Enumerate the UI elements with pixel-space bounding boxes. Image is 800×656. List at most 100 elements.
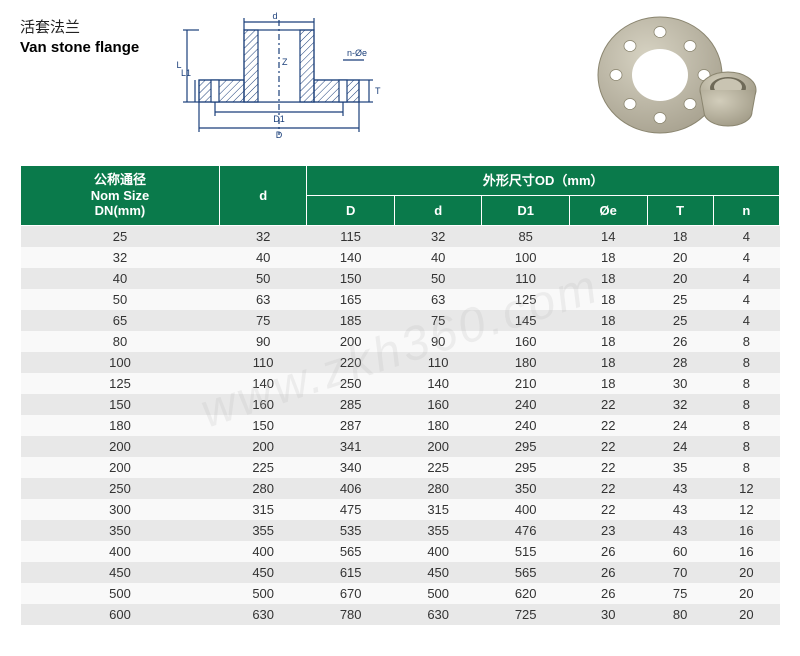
table-cell: 40: [394, 247, 482, 268]
table-cell: 25: [21, 225, 220, 247]
table-cell: 200: [21, 457, 220, 478]
table-cell: 18: [569, 331, 647, 352]
table-row: 10011022011018018288: [21, 352, 780, 373]
table-cell: 4: [713, 268, 779, 289]
table-cell: 450: [394, 562, 482, 583]
table-cell: 140: [307, 247, 395, 268]
th-nomsize-l3: DN(mm): [95, 203, 146, 218]
table-cell: 75: [219, 310, 307, 331]
table-cell: 18: [569, 310, 647, 331]
table-cell: 315: [219, 499, 307, 520]
table-row: 20022534022529522358: [21, 457, 780, 478]
table-cell: 200: [394, 436, 482, 457]
table-cell: 500: [21, 583, 220, 604]
table-cell: 240: [482, 415, 570, 436]
dim-d: d: [273, 11, 278, 21]
table-cell: 630: [219, 604, 307, 625]
table-cell: 8: [713, 394, 779, 415]
table-cell: 185: [307, 310, 395, 331]
table-cell: 400: [482, 499, 570, 520]
table-cell: 32: [647, 394, 713, 415]
dim-L1: L1: [181, 68, 191, 78]
table-cell: 200: [21, 436, 220, 457]
table-row: 350355535355476234316: [21, 520, 780, 541]
table-cell: 63: [394, 289, 482, 310]
table-cell: 18: [647, 225, 713, 247]
table-cell: 18: [569, 268, 647, 289]
title-block: 活套法兰 Van stone flange: [20, 10, 139, 57]
th-d: d: [219, 166, 307, 226]
table-cell: 300: [21, 499, 220, 520]
table-cell: 43: [647, 520, 713, 541]
table-cell: 115: [307, 225, 395, 247]
table-cell: 14: [569, 225, 647, 247]
table-cell: 725: [482, 604, 570, 625]
table-cell: 75: [647, 583, 713, 604]
table-cell: 90: [394, 331, 482, 352]
table-cell: 4: [713, 225, 779, 247]
table-cell: 150: [219, 415, 307, 436]
table-cell: 85: [482, 225, 570, 247]
table-cell: 110: [219, 352, 307, 373]
table-row: 400400565400515266016: [21, 541, 780, 562]
table-cell: 20: [713, 604, 779, 625]
table-cell: 32: [394, 225, 482, 247]
table-cell: 18: [569, 289, 647, 310]
table-cell: 16: [713, 520, 779, 541]
table-cell: 22: [569, 499, 647, 520]
table-cell: 140: [219, 373, 307, 394]
table-cell: 18: [569, 352, 647, 373]
th-n: n: [713, 195, 779, 225]
table-row: 600630780630725308020: [21, 604, 780, 625]
table-cell: 43: [647, 499, 713, 520]
table-cell: 4: [713, 247, 779, 268]
table-cell: 355: [394, 520, 482, 541]
table-cell: 26: [569, 541, 647, 562]
table-cell: 20: [647, 247, 713, 268]
table-cell: 780: [307, 604, 395, 625]
table-cell: 8: [713, 373, 779, 394]
table-cell: 160: [219, 394, 307, 415]
table-cell: 12: [713, 478, 779, 499]
table-cell: 350: [21, 520, 220, 541]
table-cell: 24: [647, 415, 713, 436]
table-cell: 80: [647, 604, 713, 625]
cross-section-svg: d L L1 Z D1 D T n-Øe: [169, 10, 389, 140]
table-cell: 20: [647, 268, 713, 289]
table-cell: 315: [394, 499, 482, 520]
table-cell: 295: [482, 436, 570, 457]
table-cell: 50: [219, 268, 307, 289]
table-cell: 30: [569, 604, 647, 625]
table-cell: 22: [569, 478, 647, 499]
table-cell: 23: [569, 520, 647, 541]
table-cell: 8: [713, 331, 779, 352]
table-cell: 50: [21, 289, 220, 310]
table-cell: 22: [569, 436, 647, 457]
table-cell: 150: [307, 268, 395, 289]
table-cell: 30: [647, 373, 713, 394]
table-cell: 18: [569, 247, 647, 268]
table-cell: 400: [394, 541, 482, 562]
table-cell: 165: [307, 289, 395, 310]
dim-T: T: [375, 86, 381, 96]
table-cell: 35: [647, 457, 713, 478]
th-D: D: [307, 195, 395, 225]
table-cell: 600: [21, 604, 220, 625]
table-cell: 450: [21, 562, 220, 583]
table-cell: 240: [482, 394, 570, 415]
table-body: 2532115328514184324014040100182044050150…: [21, 225, 780, 625]
product-photo: [580, 10, 780, 140]
table-cell: 565: [307, 541, 395, 562]
table-cell: 620: [482, 583, 570, 604]
table-cell: 60: [647, 541, 713, 562]
table-cell: 500: [219, 583, 307, 604]
table-cell: 125: [21, 373, 220, 394]
table-cell: 475: [307, 499, 395, 520]
table-cell: 200: [219, 436, 307, 457]
table-cell: 4: [713, 310, 779, 331]
table-cell: 225: [219, 457, 307, 478]
table-cell: 20: [713, 562, 779, 583]
table-cell: 63: [219, 289, 307, 310]
table-cell: 225: [394, 457, 482, 478]
table-cell: 40: [21, 268, 220, 289]
